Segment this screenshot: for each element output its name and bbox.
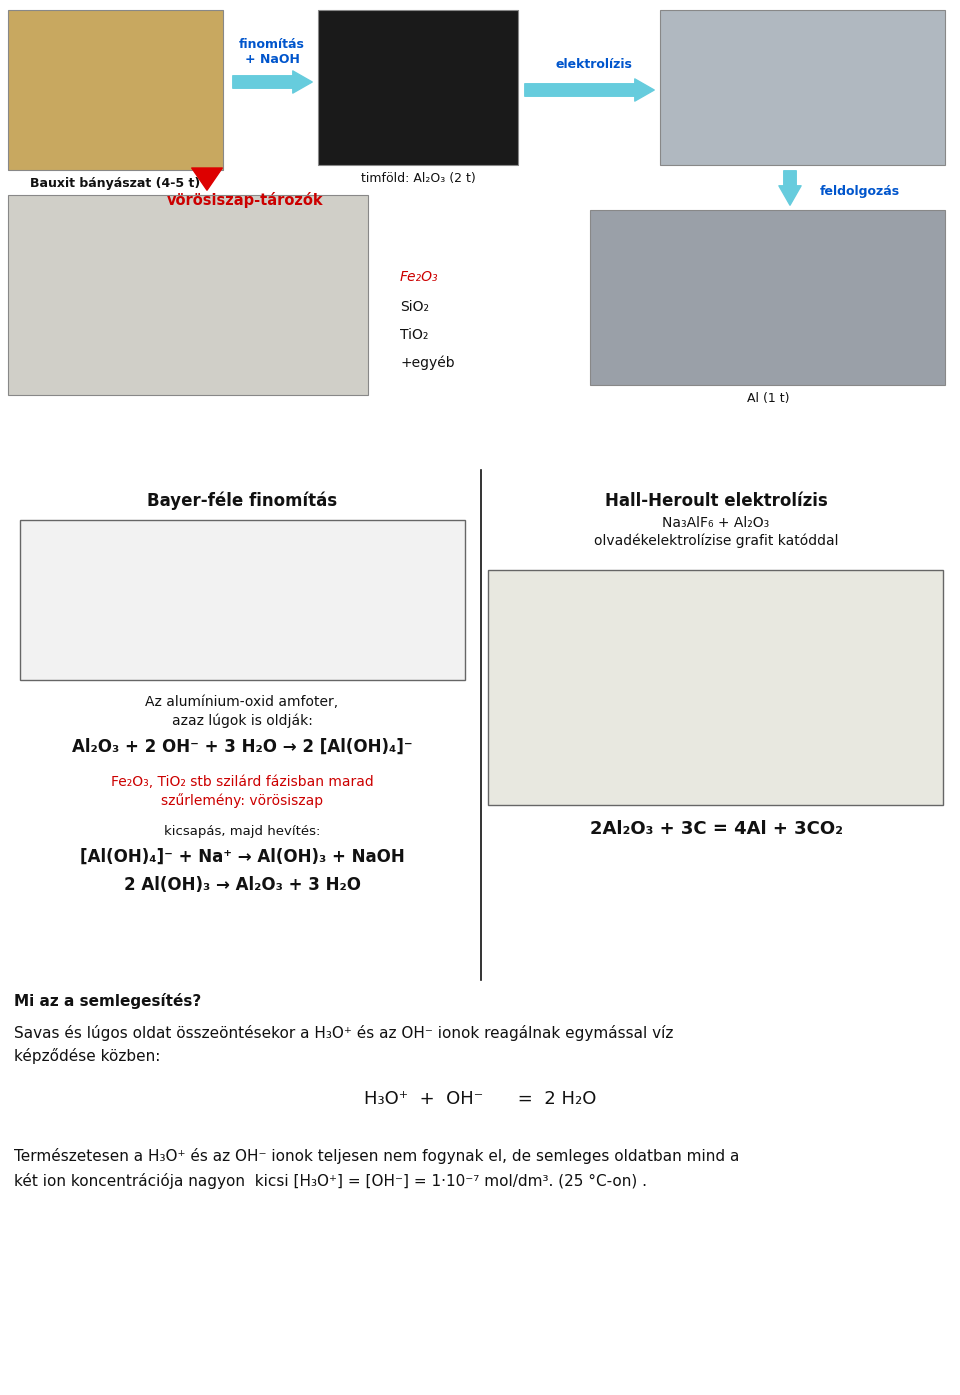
Bar — [488, 571, 943, 805]
Text: Az alumínium-oxid amfoter,: Az alumínium-oxid amfoter, — [145, 695, 339, 709]
Text: Bauxit bányászat (4-5 t): Bauxit bányászat (4-5 t) — [30, 177, 200, 190]
Text: finomítás
+ NaOH: finomítás + NaOH — [239, 38, 305, 66]
FancyArrowPatch shape — [232, 71, 312, 93]
Text: [Al(OH)₄]⁻ + Na⁺ → Al(OH)₃ + NaOH: [Al(OH)₄]⁻ + Na⁺ → Al(OH)₃ + NaOH — [80, 848, 404, 866]
FancyArrowPatch shape — [192, 167, 223, 190]
Text: Természetesen a H₃O⁺ és az OH⁻ ionok teljesen nem fogynak el, de semleges oldatb: Természetesen a H₃O⁺ és az OH⁻ ionok tel… — [14, 1148, 739, 1163]
Bar — [8, 195, 368, 395]
Bar — [8, 10, 223, 170]
Text: TiO₂: TiO₂ — [400, 328, 428, 342]
Text: Savas és lúgos oldat összeöntésekor a H₃O⁺ és az OH⁻ ionok reagálnak egymással v: Savas és lúgos oldat összeöntésekor a H₃… — [14, 1025, 673, 1041]
Text: timföld: Al₂O₃ (2 t): timföld: Al₂O₃ (2 t) — [361, 172, 475, 186]
Text: 2Al₂O₃ + 3C = 4Al + 3CO₂: 2Al₂O₃ + 3C = 4Al + 3CO₂ — [589, 820, 843, 838]
Text: szűrlemény: vörösiszap: szűrlemény: vörösiszap — [161, 792, 324, 808]
Text: Na₃AlF₆ + Al₂O₃: Na₃AlF₆ + Al₂O₃ — [662, 516, 770, 530]
Text: 2 Al(OH)₃ → Al₂O₃ + 3 H₂O: 2 Al(OH)₃ → Al₂O₃ + 3 H₂O — [124, 876, 361, 894]
Text: vörösiszap-tározók: vörösiszap-tározók — [167, 193, 324, 208]
Text: +egyéb: +egyéb — [400, 356, 455, 371]
FancyArrowPatch shape — [779, 170, 801, 205]
Bar — [20, 520, 465, 679]
Text: Fe₂O₃, TiO₂ stb szilárd fázisban marad: Fe₂O₃, TiO₂ stb szilárd fázisban marad — [110, 776, 373, 790]
Text: H₃O⁺  +  OH⁻      =  2 H₂O: H₃O⁺ + OH⁻ = 2 H₂O — [364, 1089, 596, 1108]
Text: Al (1 t): Al (1 t) — [747, 392, 789, 405]
Text: SiO₂: SiO₂ — [400, 300, 429, 314]
Text: azaz lúgok is oldják:: azaz lúgok is oldják: — [172, 714, 312, 728]
FancyArrowPatch shape — [525, 80, 654, 100]
Text: feldolgozás: feldolgozás — [820, 186, 900, 198]
Text: olvadékelektrolízise grafit katóddal: olvadékelektrolízise grafit katóddal — [593, 534, 838, 548]
Text: Mi az a semlegesítés?: Mi az a semlegesítés? — [14, 993, 202, 1009]
Text: Al₂O₃ + 2 OH⁻ + 3 H₂O → 2 [Al(OH)₄]⁻: Al₂O₃ + 2 OH⁻ + 3 H₂O → 2 [Al(OH)₄]⁻ — [72, 738, 412, 756]
Bar — [590, 211, 945, 385]
Bar — [318, 10, 518, 165]
Text: Bayer-féle finomítás: Bayer-féle finomítás — [147, 492, 337, 511]
Bar — [660, 10, 945, 165]
Text: Fe₂O₃: Fe₂O₃ — [400, 271, 439, 285]
Text: elektrolízis: elektrolízis — [556, 59, 633, 71]
Text: képződése közben:: képződése közben: — [14, 1048, 160, 1064]
Text: két ion koncentrációja nagyon  kicsi [H₃O⁺] = [OH⁻] = 1·10⁻⁷ mol/dm³. (25 °C-on): két ion koncentrációja nagyon kicsi [H₃O… — [14, 1173, 647, 1189]
Text: kicsapás, majd hevítés:: kicsapás, majd hevítés: — [164, 824, 321, 838]
Text: Hall-Heroult elektrolízis: Hall-Heroult elektrolízis — [605, 492, 828, 511]
